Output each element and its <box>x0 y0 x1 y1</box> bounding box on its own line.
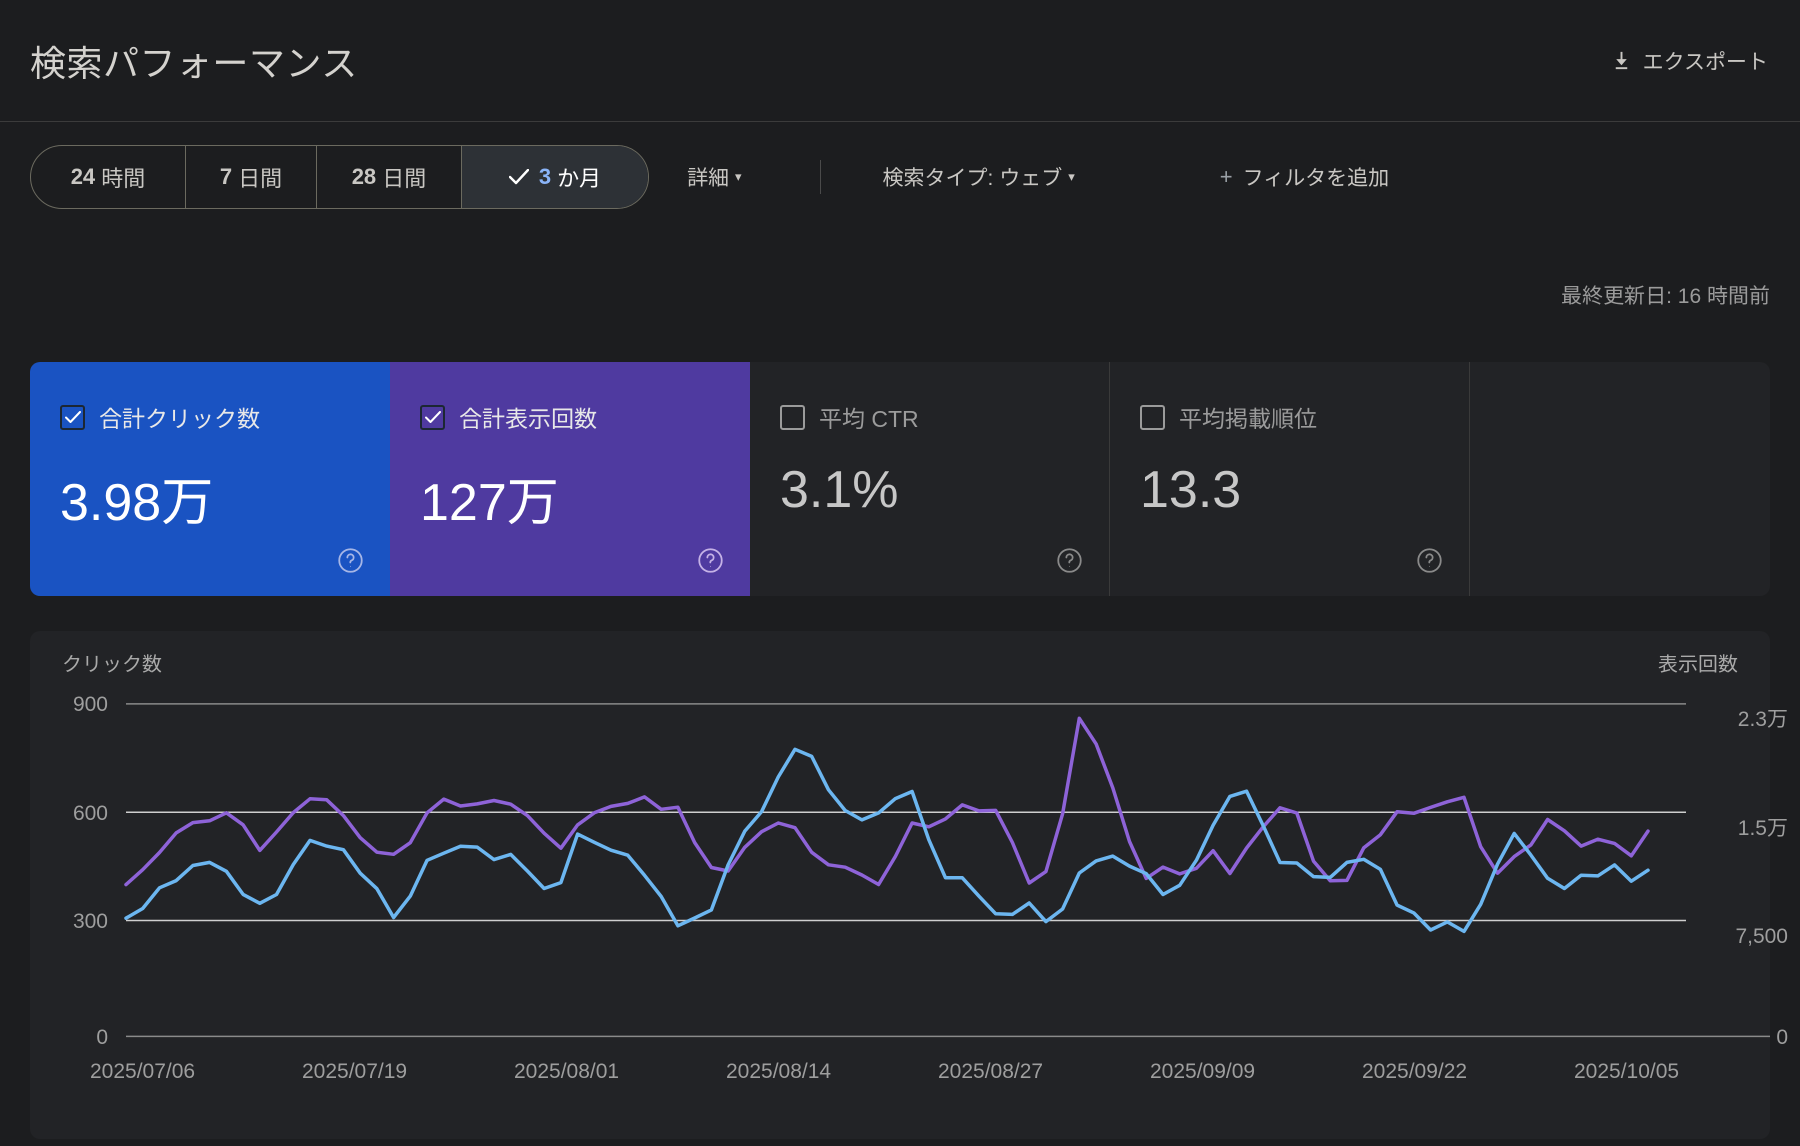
svg-text:0: 0 <box>1776 1026 1788 1049</box>
